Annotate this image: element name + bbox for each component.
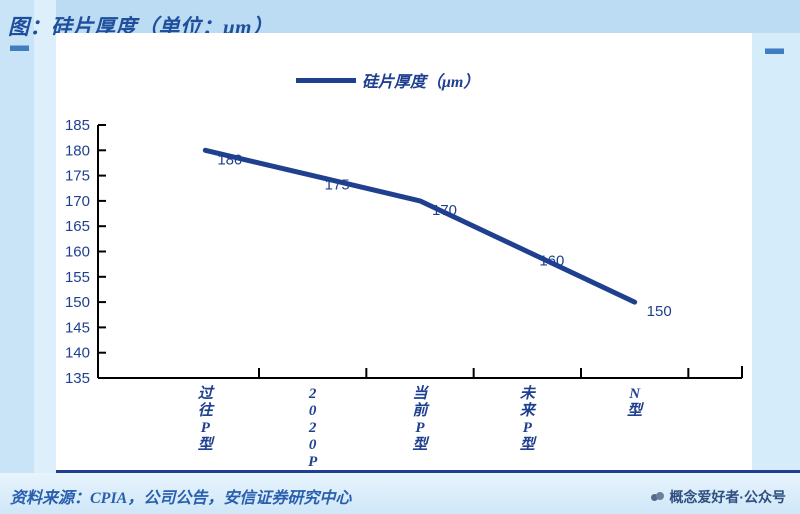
y-tick-label: 180 [65, 142, 90, 159]
y-tick-label: 140 [65, 345, 90, 362]
data-label: 150 [647, 303, 672, 320]
legend-line-swatch-icon [296, 77, 356, 83]
data-label: 170 [432, 202, 457, 219]
right-decoration-strip [752, 33, 800, 470]
data-point-labels: 180 175 170 160 150 [217, 151, 671, 320]
y-tick-label: 160 [65, 244, 90, 261]
y-tick-label: 185 [65, 117, 90, 134]
y-tick-label: 145 [65, 319, 90, 336]
paw-icon [651, 492, 665, 502]
y-axis-tick-labels: 185 180 175 170 165 160 155 150 145 140 135 [65, 117, 90, 387]
y-tick-label: 170 [65, 193, 90, 210]
y-tick-label: 175 [65, 168, 90, 185]
line-chart-plot: 185 180 175 170 165 160 155 150 145 140 135 180 175… [65, 117, 743, 470]
y-tick-label: 135 [65, 370, 90, 387]
footer-bar [0, 473, 800, 514]
y-tick-label: 155 [65, 269, 90, 286]
x-category-label: 2020P型 [305, 386, 322, 470]
x-category-label: 当前 P 型 [412, 385, 430, 453]
y-axis-ticks [98, 124, 106, 379]
watermark-label: 概念爱好者·公众号 [669, 489, 786, 505]
data-label: 160 [539, 253, 564, 270]
footer-divider [56, 470, 800, 473]
left-decoration-strip [0, 0, 34, 514]
left-dash-marker-icon [10, 45, 29, 51]
chart-area: 硅片厚度（μm） 185 180 175 170 165 160 155 150 145 140 1… [56, 33, 752, 470]
data-label: 180 [217, 151, 242, 168]
left-inner-strip [34, 0, 56, 514]
chart-legend: 硅片厚度（μm） [296, 68, 479, 92]
y-tick-label: 150 [65, 294, 90, 311]
top-decoration-band [0, 0, 800, 33]
series-line-path [202, 147, 638, 305]
x-category-label: 过往 P 型 [198, 385, 215, 453]
x-axis-ticks [258, 368, 690, 378]
data-label: 175 [325, 177, 350, 194]
watermark: 概念爱好者·公众号 [651, 487, 786, 507]
axis-lines [97, 124, 743, 379]
right-dash-marker-icon [765, 48, 784, 54]
x-category-label: 未来 P 型 [520, 385, 537, 453]
source-note: 资料来源：CPIA，公司公告，安信证券研究中心 [10, 490, 352, 507]
legend-label: 硅片厚度（μm） [362, 74, 480, 91]
y-tick-label: 165 [65, 218, 90, 235]
